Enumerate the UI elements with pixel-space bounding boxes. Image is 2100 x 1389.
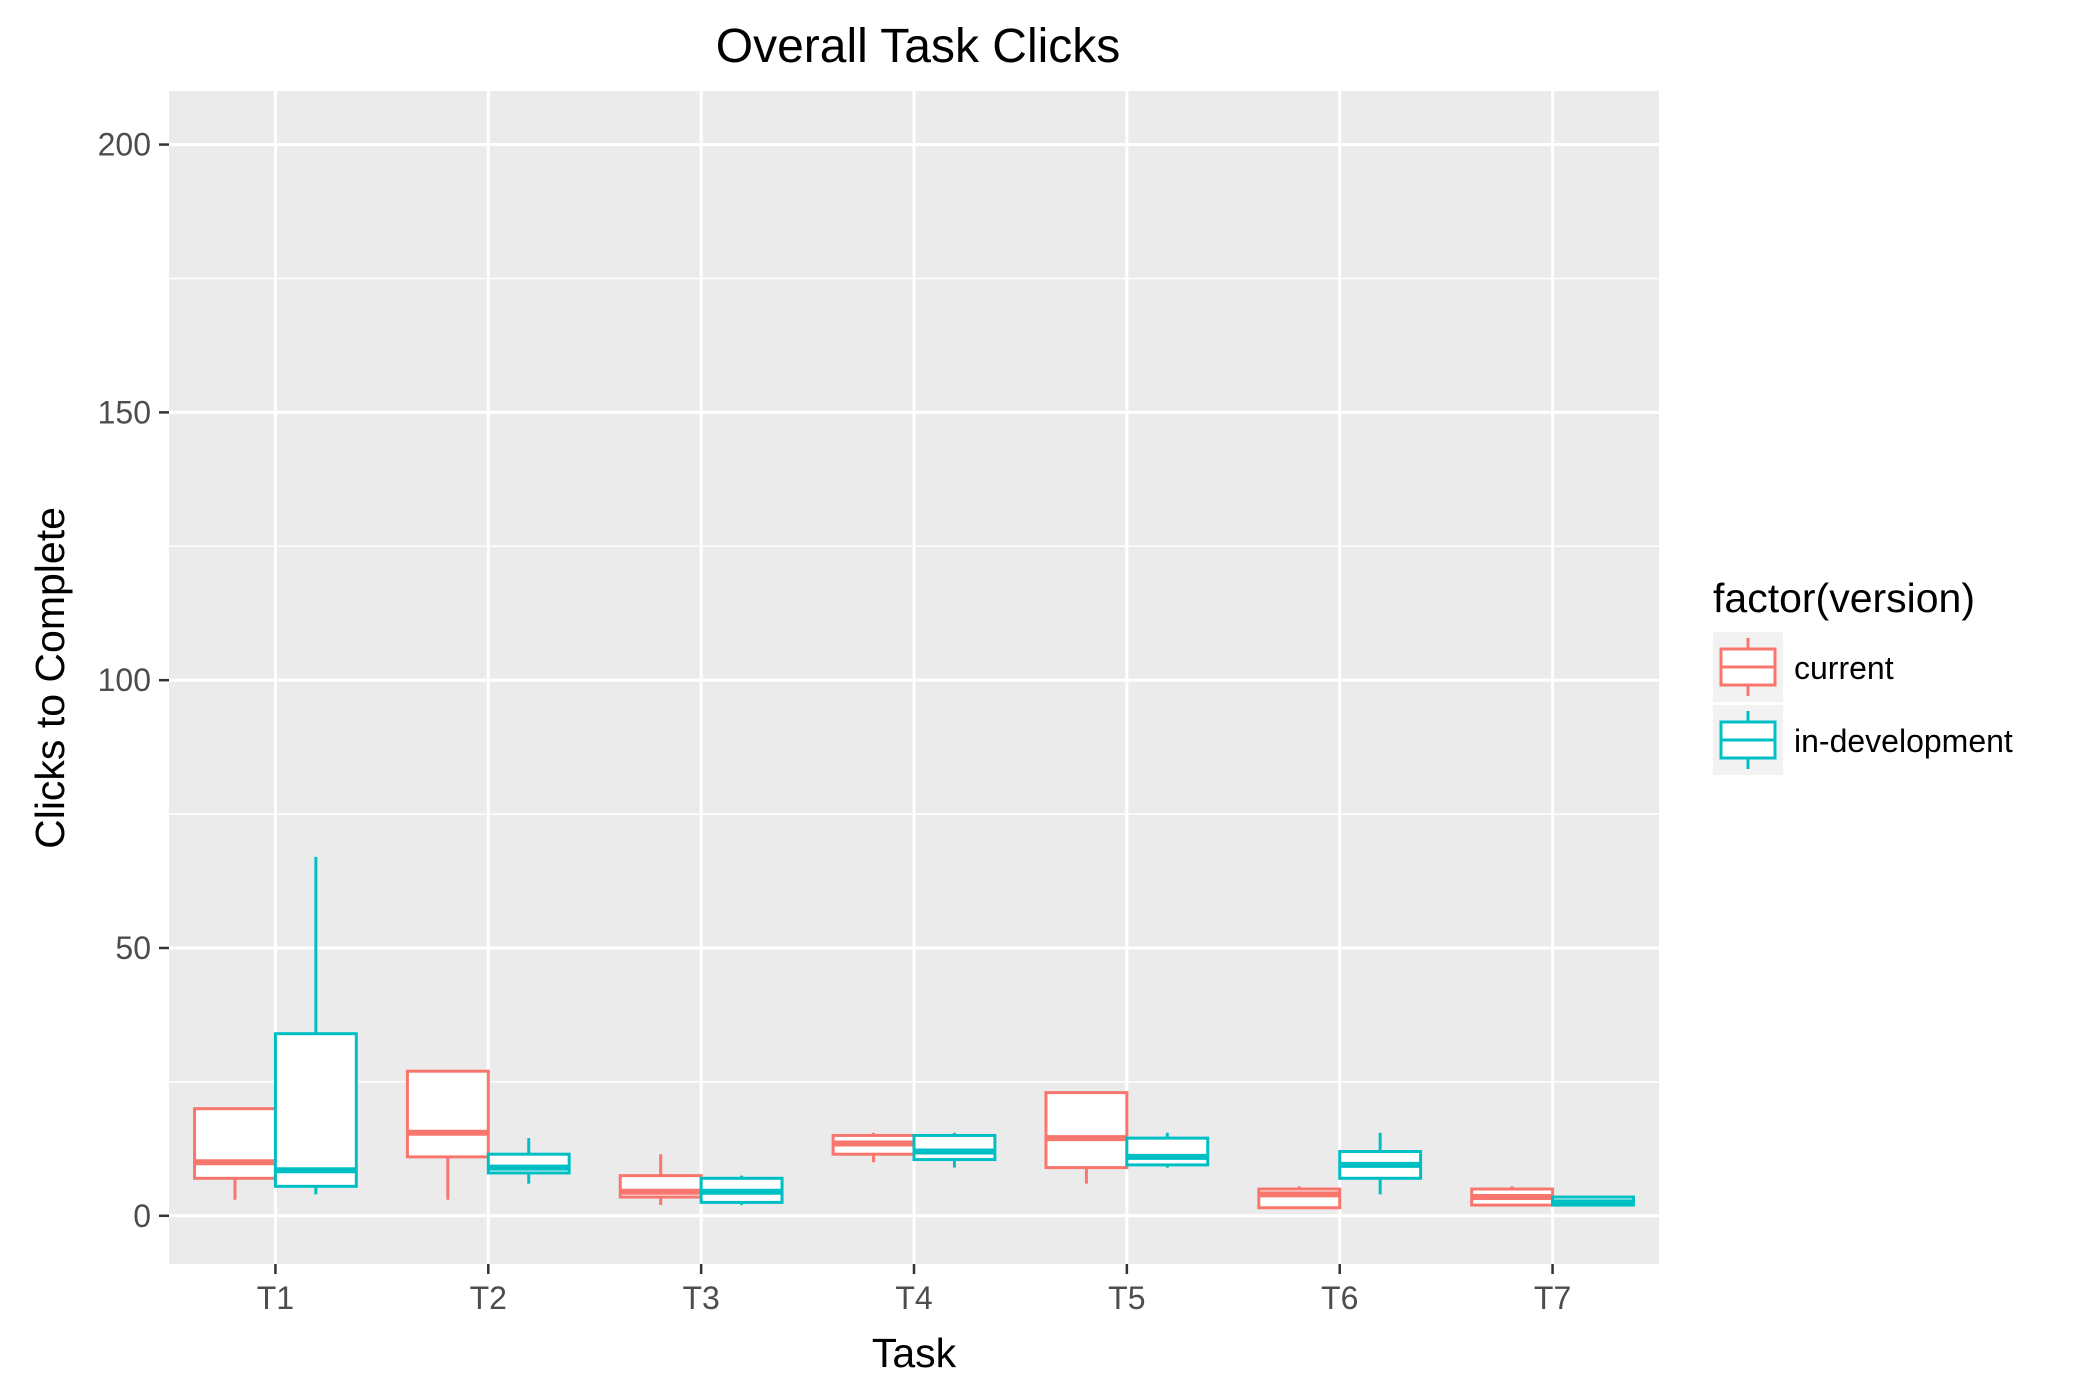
x-axis-title: Task <box>872 1330 957 1376</box>
box-body <box>193 1107 277 1180</box>
x-tick-label: T1 <box>257 1280 294 1316</box>
box-T5-in-development <box>1125 1132 1210 1168</box>
box-T3-current <box>618 1154 703 1206</box>
y-tick-label: 150 <box>98 394 151 430</box>
legend-item-current: current <box>1713 632 1894 702</box>
x-tick-label: T7 <box>1534 1280 1571 1316</box>
legend: factor(version) current in-development <box>1713 575 2013 775</box>
box-T2-current <box>405 1069 490 1200</box>
box-body <box>912 1133 997 1162</box>
x-tick-label: T6 <box>1321 1280 1358 1316</box>
box-T3-in-development <box>699 1175 784 1206</box>
box-T2-in-development <box>486 1138 571 1184</box>
y-axis-title: Clicks to Complete <box>27 507 73 849</box>
box-T7-in-development <box>1551 1195 1635 1207</box>
box-body <box>273 1032 358 1188</box>
legend-items: current in-development <box>1713 632 2013 775</box>
box-T6-current <box>1257 1186 1342 1210</box>
box-T4-in-development <box>912 1132 997 1168</box>
x-tick-label: T3 <box>682 1280 719 1316</box>
x-axis: T1 T2 T3 T4 T5 T6 T7 <box>257 1264 1571 1316</box>
box-T7-current <box>1470 1186 1555 1207</box>
box-T1-current <box>193 1107 277 1200</box>
y-tick-label: 200 <box>98 127 151 163</box>
x-tick-label: T2 <box>470 1280 507 1316</box>
box-body <box>1125 1136 1210 1167</box>
y-tick-label: 50 <box>115 930 151 966</box>
box-T5-current <box>1044 1091 1129 1184</box>
box-T6-in-development <box>1338 1132 1423 1195</box>
x-tick-label: T5 <box>1108 1280 1145 1316</box>
box-T1-in-development <box>273 856 358 1195</box>
y-tick-label: 100 <box>98 662 151 698</box>
box-T4-current <box>831 1132 916 1163</box>
box-body <box>405 1069 490 1159</box>
chart-title: Overall Task Clicks <box>716 20 1121 73</box>
box-groups <box>193 856 1635 1210</box>
legend-label: in-development <box>1794 723 2013 759</box>
legend-label: current <box>1794 650 1894 686</box>
legend-title: factor(version) <box>1713 575 1975 621</box>
y-tick-label: 0 <box>133 1198 151 1234</box>
box-body <box>1044 1091 1129 1170</box>
x-tick-label: T4 <box>895 1280 932 1316</box>
legend-item-in-development: in-development <box>1713 705 2013 775</box>
y-axis: 0 50 100 150 200 <box>98 127 169 1234</box>
